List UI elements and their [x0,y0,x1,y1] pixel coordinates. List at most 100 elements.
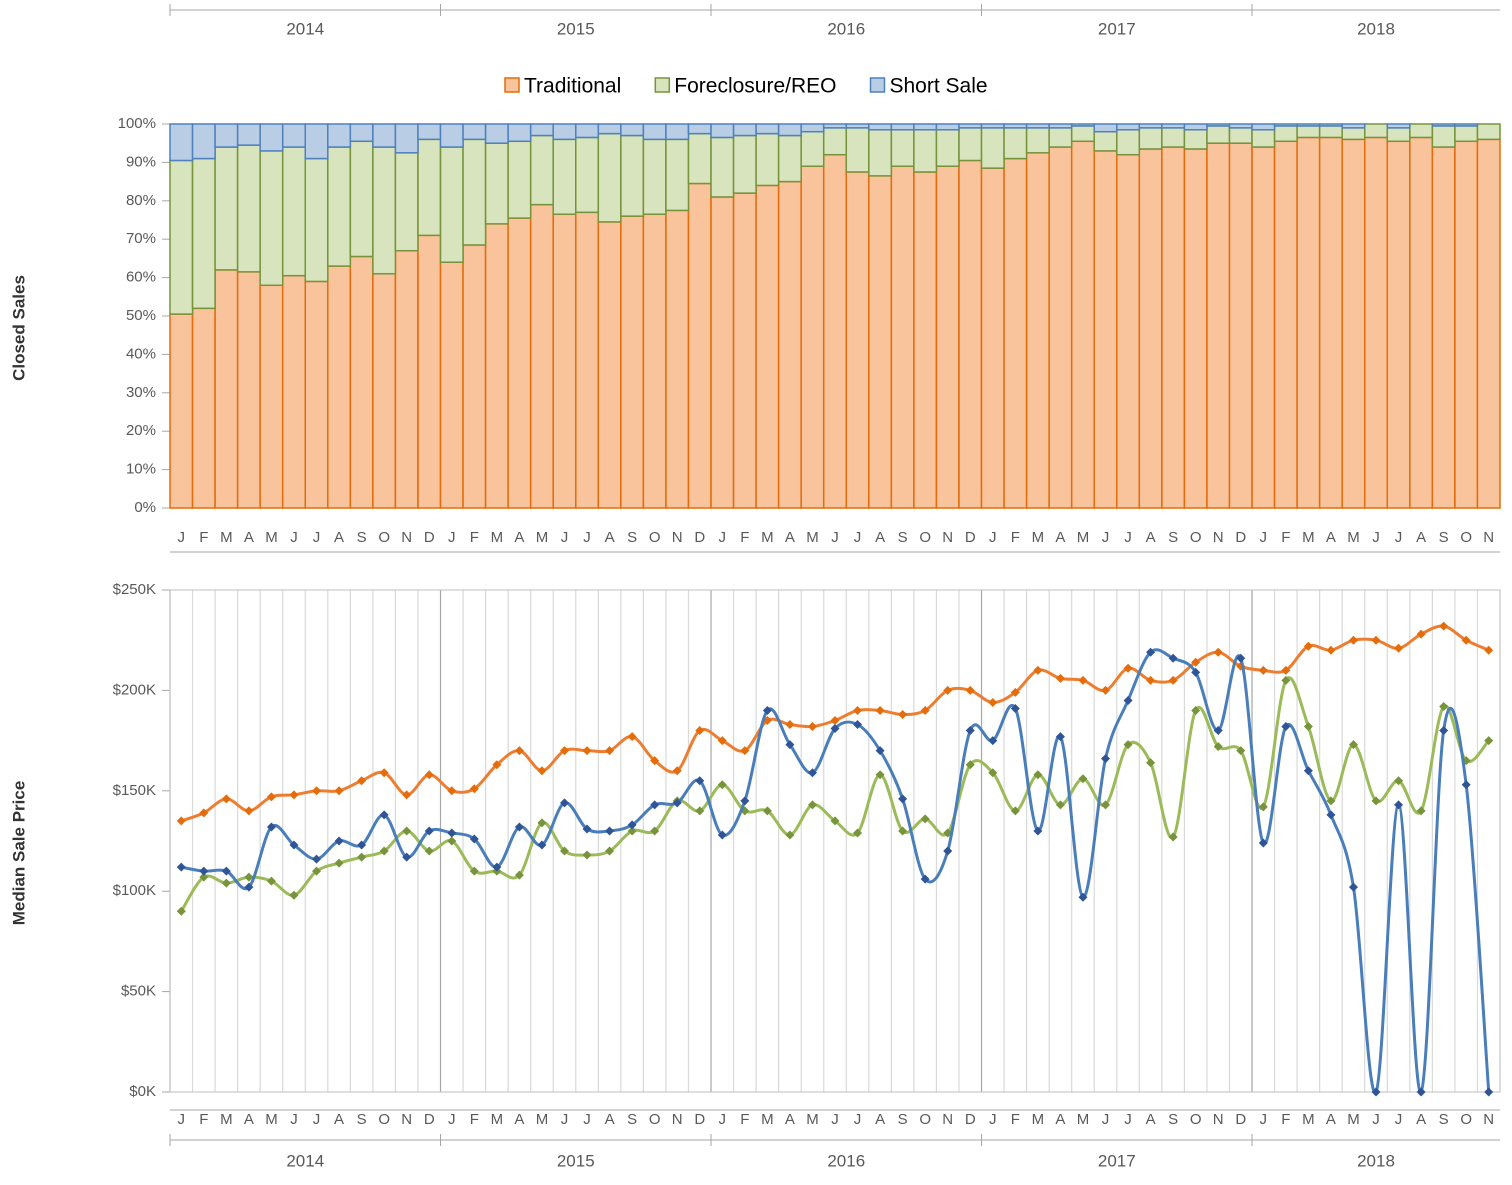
x-tick-label: A [1146,1111,1156,1128]
marker [965,685,975,695]
marker [424,826,434,836]
x-tick-label: J [448,529,456,546]
x-tick-label: J [178,1111,186,1128]
bar-segment [1183,123,1208,131]
marker [379,768,389,778]
y-tick-label: $50K [121,983,156,1000]
marker [492,760,502,770]
bar-segment [259,284,284,509]
x-tick-label: O [1190,529,1202,546]
marker [853,705,863,715]
x-tick-label: J [1260,529,1268,546]
marker [807,800,817,810]
x-tick-label: D [1235,529,1246,546]
bar-segment [462,138,487,246]
x-tick-label: J [831,529,839,546]
marker [312,854,322,864]
bar-segment [1206,125,1231,144]
bar-segment [1431,146,1456,509]
x-tick-label: N [1213,529,1224,546]
marker [988,736,998,746]
marker [1326,645,1336,655]
marker [244,806,254,816]
bar-segment [394,249,419,509]
marker [717,780,727,790]
marker [244,872,254,882]
x-tick-label: D [1235,1111,1246,1128]
bar-segment [755,123,780,135]
marker [650,756,660,766]
marker [605,846,615,856]
bar-segment [484,123,509,144]
marker [627,826,637,836]
bar-segment [890,165,915,509]
marker [1078,774,1088,784]
line [179,676,1490,913]
bar-segment [1409,136,1434,509]
y-tick-label: 0% [134,499,156,516]
x-tick-label: M [1032,529,1045,546]
x-tick-label: M [806,1111,819,1128]
x-tick-label: M [1302,529,1315,546]
marker [447,786,457,796]
bar-segment [1363,123,1389,139]
bar-segment [394,123,419,154]
marker [695,776,705,786]
marker [1348,635,1358,645]
y-tick-label: 40% [126,345,156,362]
bar-segment [349,140,374,258]
y-tick-label: $150K [113,782,156,799]
bar-segment [169,313,194,509]
marker [176,906,186,916]
bar-segment [394,152,419,252]
marker [717,736,727,746]
x-tick-label: A [1416,529,1426,546]
marker [1371,796,1381,806]
x-tick-label: N [672,529,683,546]
x-tick-label: S [1439,1111,1449,1128]
x-tick-label: J [1372,529,1380,546]
x-tick-label: O [1460,529,1472,546]
y-tick-label: 80% [126,192,156,209]
x-tick-label: D [965,529,976,546]
bar-segment [642,213,667,509]
x-tick-label: M [220,529,233,546]
bar-segment [1228,142,1253,509]
x-tick-label: J [719,1111,727,1128]
marker [514,870,524,880]
x-tick-label: J [854,529,862,546]
bar-segment [1251,146,1276,509]
x-tick-label: F [199,1111,208,1128]
bar-segment [1003,127,1028,160]
legend-swatch [654,77,671,93]
marker [1055,800,1065,810]
marker [785,740,795,750]
marker [605,746,615,756]
marker [1033,770,1043,780]
x-tick-label: J [178,529,186,546]
bar-segment [620,215,645,509]
marker [1168,653,1178,663]
x-tick-label: J [290,1111,298,1128]
marker [402,826,412,836]
bar-segment [1206,123,1231,127]
legend-label: Foreclosure/REO [674,75,836,98]
marker [785,720,795,730]
x-tick-label: J [1124,1111,1132,1128]
x-tick-label: J [1395,529,1403,546]
marker [875,746,885,756]
bar-segment [236,123,261,146]
bar-segment [1070,123,1095,127]
x-tick-label: F [1281,529,1290,546]
x-tick-label: O [649,1111,661,1128]
bar-segment [552,213,577,509]
bar-segment [845,127,870,173]
bar-segment [687,182,712,509]
bar-segment [1296,136,1321,509]
marker [1101,685,1111,695]
marker [943,846,953,856]
bar-segment [1025,127,1050,154]
bar-segment [1048,127,1073,148]
x-tick-label: F [199,529,208,546]
